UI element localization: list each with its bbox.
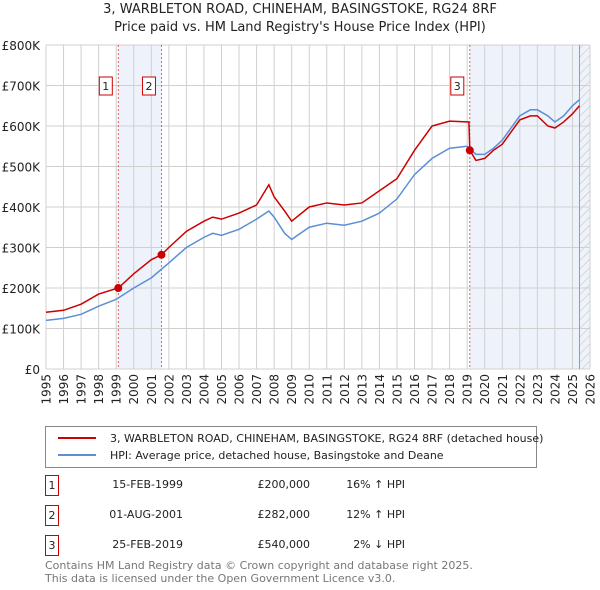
sale-price: £282,000 [257, 508, 311, 521]
y-tick-label: £300K [2, 242, 42, 256]
x-tick-label: 2002 [162, 374, 176, 405]
x-tick-label: 2001 [145, 374, 159, 405]
x-tick-label: 2020 [478, 374, 492, 405]
sale-point [465, 146, 474, 155]
price-chart: 1995 1996 1997 1998 1999 2000 2001 2002 2003 2004… [2, 39, 598, 405]
x-tick-label: 2010 [303, 374, 317, 405]
x-tick-label: 2007 [250, 374, 264, 405]
sale-price: £540,000 [257, 538, 311, 551]
y-tick-label: £200K [2, 282, 42, 296]
x-tick-label: 1997 [75, 374, 89, 405]
x-tick-label: 2017 [426, 374, 440, 405]
x-tick-label: 2021 [496, 374, 510, 405]
x-tick-label: 2003 [180, 374, 194, 405]
table-row: 2 01-AUG-2001 £282,000 12% ↑ HPI [45, 505, 465, 526]
x-tick-label: 2015 [390, 374, 404, 405]
y-tick-label: £100K [2, 323, 42, 337]
legend-label: HPI: Average price, detached house, Basi… [110, 448, 444, 462]
x-tick-label: 2024 [548, 374, 562, 405]
y-tick-label: £400K [2, 201, 42, 215]
sale-point [157, 250, 166, 259]
legend-item-hpi: HPI: Average price, detached house, Basi… [58, 448, 444, 462]
sale-date: 25-FEB-2019 [112, 538, 183, 551]
sale-price: £200,000 [257, 478, 311, 491]
x-tick-label: 1999 [110, 374, 124, 405]
hpi-diff: 12% ↑ HPI [346, 508, 405, 521]
x-tick-label: 2009 [285, 374, 299, 405]
legend-label: 3, WARBLETON ROAD, CHINEHAM, BASINGSTOKE… [110, 431, 544, 445]
hpi-diff: 16% ↑ HPI [346, 478, 405, 491]
y-tick-label: £700K [2, 80, 42, 94]
x-tick-label: 2023 [531, 374, 545, 405]
sale-marker-badge: 2 [45, 505, 59, 526]
x-tick-label: 1998 [92, 374, 106, 405]
x-tick-label: 2022 [513, 374, 527, 405]
x-tick-label: 2008 [268, 374, 282, 405]
x-tick-label: 1996 [57, 374, 71, 405]
footer-line: This data is licensed under the Open Gov… [45, 572, 396, 585]
y-tick-label: £0 [25, 363, 40, 377]
table-row: 1 15-FEB-1999 £200,000 16% ↑ HPI [45, 475, 465, 496]
x-tick-label: 2014 [373, 374, 387, 405]
y-tick-label: £500K [2, 161, 42, 175]
x-tick-label: 2026 [584, 374, 598, 405]
x-tick-label: 2006 [233, 374, 247, 405]
hpi-line [45, 99, 580, 322]
table-row: 3 25-FEB-2019 £540,000 2% ↓ HPI [45, 535, 465, 556]
x-tick-label: 2019 [461, 374, 475, 405]
red-line-swatch [58, 437, 96, 439]
x-tick-label: 2018 [443, 374, 457, 405]
x-tick-label: 2013 [355, 374, 369, 405]
sale-marker-badge: 3 [45, 535, 59, 556]
x-tick-label: 2004 [197, 374, 211, 405]
sale-point [114, 284, 123, 292]
x-tick-label: 2011 [320, 374, 334, 405]
x-tick-label: 2005 [215, 374, 229, 405]
x-tick-label: 2000 [127, 374, 141, 405]
sale-label-box [450, 76, 465, 96]
blue-line-swatch [58, 454, 96, 456]
x-tick-label: 2016 [408, 374, 422, 405]
sale-label: 2 [145, 80, 152, 93]
sale-date: 15-FEB-1999 [112, 478, 183, 491]
footer-line: Contains HM Land Registry data © Crown c… [45, 559, 473, 572]
x-tick-label: 2012 [338, 374, 352, 405]
sale-label-box [98, 76, 113, 96]
sale-date: 01-AUG-2001 [109, 508, 183, 521]
x-tick-label: 2025 [566, 374, 580, 405]
x-tick-label: 1995 [40, 374, 54, 405]
legend-item-property: 3, WARBLETON ROAD, CHINEHAM, BASINGSTOKE… [58, 431, 543, 445]
sale-marker-badge: 1 [45, 475, 59, 496]
y-tick-label: £600K [2, 120, 42, 134]
legend: 3, WARBLETON ROAD, CHINEHAM, BASINGSTOKE… [45, 426, 543, 468]
sale-label: 3 [454, 80, 461, 93]
chart-title: 3, WARBLETON ROAD, CHINEHAM, BASINGSTOKE… [103, 2, 497, 17]
chart-subtitle: Price paid vs. HM Land Registry's House … [114, 20, 486, 35]
footer: Contains HM Land Registry data © Crown c… [45, 559, 473, 585]
sale-label: 1 [102, 80, 109, 93]
y-tick-label: £800K [2, 39, 42, 53]
sale-label-box [141, 76, 156, 96]
hpi-diff: 2% ↓ HPI [353, 538, 405, 551]
